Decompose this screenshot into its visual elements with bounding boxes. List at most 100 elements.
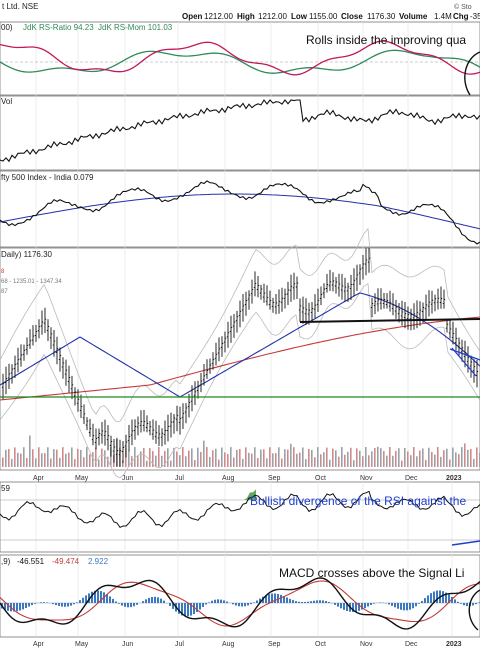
month-label: Apr <box>33 475 45 482</box>
falling-trendline-2 <box>449 348 480 361</box>
volume-bar <box>404 447 406 467</box>
ohlc-bar <box>145 415 149 433</box>
macd-histogram-bar <box>289 598 291 603</box>
volume-bar <box>326 447 328 467</box>
volume-bars <box>2 435 480 467</box>
ohlc-bar <box>271 297 275 313</box>
macd-histogram-bar <box>271 593 273 603</box>
ohlc-bar <box>247 290 251 310</box>
macd-histogram-bar <box>121 603 123 606</box>
volume-bar <box>107 456 109 467</box>
ohlc-bar <box>166 414 170 442</box>
macd-histogram-bar <box>409 603 411 610</box>
volume-bar <box>65 453 67 467</box>
ohlc-bar <box>85 417 89 431</box>
volume-bar <box>62 447 64 467</box>
macd-histogram-bar <box>358 603 360 611</box>
ohlc-bar <box>394 299 398 319</box>
volume-bar <box>461 447 463 467</box>
ohlc-bar <box>19 344 23 367</box>
month-label: 2023 <box>446 475 462 482</box>
ohlc-bar <box>160 428 164 447</box>
macd-histogram-bar <box>388 603 390 605</box>
macd-histogram-bar <box>79 600 81 603</box>
relative-strength-panel <box>0 170 480 248</box>
volume-bar <box>374 447 376 467</box>
macd-histogram-bar <box>145 599 147 603</box>
ohlc-bar <box>25 337 29 355</box>
macd-histogram-bar <box>397 603 399 609</box>
volume-bar <box>17 452 19 467</box>
ohlc-bar <box>424 294 428 320</box>
volume-bar <box>395 450 397 467</box>
ohlc-bar <box>313 294 317 318</box>
volume-bar <box>83 457 85 467</box>
volume-bar <box>188 450 190 467</box>
volume-bar <box>299 452 301 467</box>
ohlc-bar <box>235 310 239 333</box>
macd-histogram-bar <box>265 595 267 603</box>
volume-bar <box>248 452 250 467</box>
ohlc-bar <box>397 303 401 323</box>
month-label: Jul <box>175 475 184 482</box>
macd-histogram-bar <box>346 603 348 611</box>
ohlc-bar <box>124 434 128 458</box>
rrg-annotation: Rolls inside the improving qua <box>306 33 466 47</box>
volume-bar <box>23 447 25 467</box>
volume-bar <box>263 449 265 467</box>
macd-histogram-bar <box>253 602 255 603</box>
moving-average-200-line <box>0 316 480 401</box>
ohlc-bar <box>379 288 383 310</box>
macd-histogram-bar <box>67 603 69 607</box>
volume-bar <box>389 447 391 467</box>
volume-bar <box>95 447 97 467</box>
ohlc-bar <box>274 294 278 315</box>
volume-bar <box>449 459 451 467</box>
volume-bar <box>101 448 103 467</box>
bottom-x-axis: Apr May Jun Jul Aug Sep Oct Nov Dec 2023 <box>33 641 462 648</box>
macd-histogram-bar <box>298 601 300 603</box>
macd-histogram-bar <box>325 601 327 603</box>
ohlc-bar <box>211 352 215 370</box>
ohlc-bar <box>220 336 224 357</box>
volume-bar <box>104 450 106 467</box>
volume-bar <box>425 460 427 467</box>
macd-histogram-bar <box>22 603 24 610</box>
bollinger-lower-band <box>0 282 480 479</box>
ohlc-bar <box>262 283 266 303</box>
ohlc-bar <box>181 403 185 429</box>
volume-bar <box>146 460 148 467</box>
ohlc-bar <box>250 279 254 304</box>
ohlc-bar <box>403 302 407 329</box>
volume-bar <box>35 458 37 467</box>
ohlc-readout: Open 1212.00 High 1212.00 Low 1155.00 Cl… <box>182 12 480 21</box>
macd-histogram-bar <box>220 599 222 603</box>
ohlc-bar <box>91 423 95 446</box>
volume-trend-panel <box>0 95 480 171</box>
volume-bar <box>278 447 280 467</box>
macd-annotation-circle <box>468 589 480 631</box>
ohlc-bar <box>37 319 41 339</box>
ohlc-bar <box>253 271 257 297</box>
macd-histogram-bar <box>190 603 192 616</box>
macd-histogram-bar <box>28 603 30 607</box>
volume-bar <box>53 449 55 467</box>
volume-bar <box>446 448 448 467</box>
low-label: Low <box>291 12 308 21</box>
macd-histogram-bar <box>316 600 318 603</box>
ohlc-bar <box>472 359 476 383</box>
ohlc-bar <box>22 344 26 361</box>
volume-bar <box>2 457 4 467</box>
ohlc-bar <box>400 300 404 326</box>
ohlc-bar <box>232 314 236 338</box>
macd-annotation: MACD crosses above the Signal Li <box>279 566 464 580</box>
macd-histogram-bar <box>70 603 72 606</box>
volume-bar <box>422 448 424 467</box>
macd-histogram-bar <box>247 603 249 606</box>
volume-bar <box>110 447 112 467</box>
volume-bar <box>359 450 361 467</box>
price-legend-2: 8 <box>1 269 5 275</box>
macd-histogram-bar <box>64 603 66 607</box>
macd-histogram-bar <box>169 603 171 607</box>
rsi-divergence-line <box>451 540 480 546</box>
